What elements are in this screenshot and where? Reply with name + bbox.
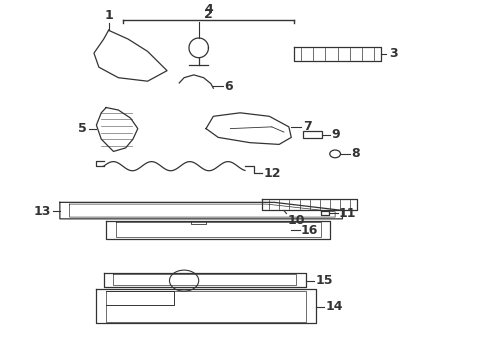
Text: 1: 1	[104, 9, 113, 22]
Text: 5: 5	[78, 122, 87, 135]
Bar	[303, 131, 322, 138]
Text: 13: 13	[34, 204, 51, 218]
Text: 9: 9	[332, 128, 341, 141]
Text: 2: 2	[203, 8, 212, 21]
Text: 7: 7	[303, 120, 312, 133]
Text: 16: 16	[301, 224, 318, 237]
Text: 14: 14	[325, 300, 343, 313]
Text: 8: 8	[351, 147, 360, 161]
Text: 11: 11	[339, 207, 357, 220]
Text: 10: 10	[288, 214, 305, 227]
Text: 12: 12	[264, 167, 281, 180]
Text: 6: 6	[224, 80, 233, 93]
Text: 15: 15	[316, 274, 333, 287]
Text: 3: 3	[389, 47, 397, 60]
Text: 4: 4	[204, 3, 213, 16]
